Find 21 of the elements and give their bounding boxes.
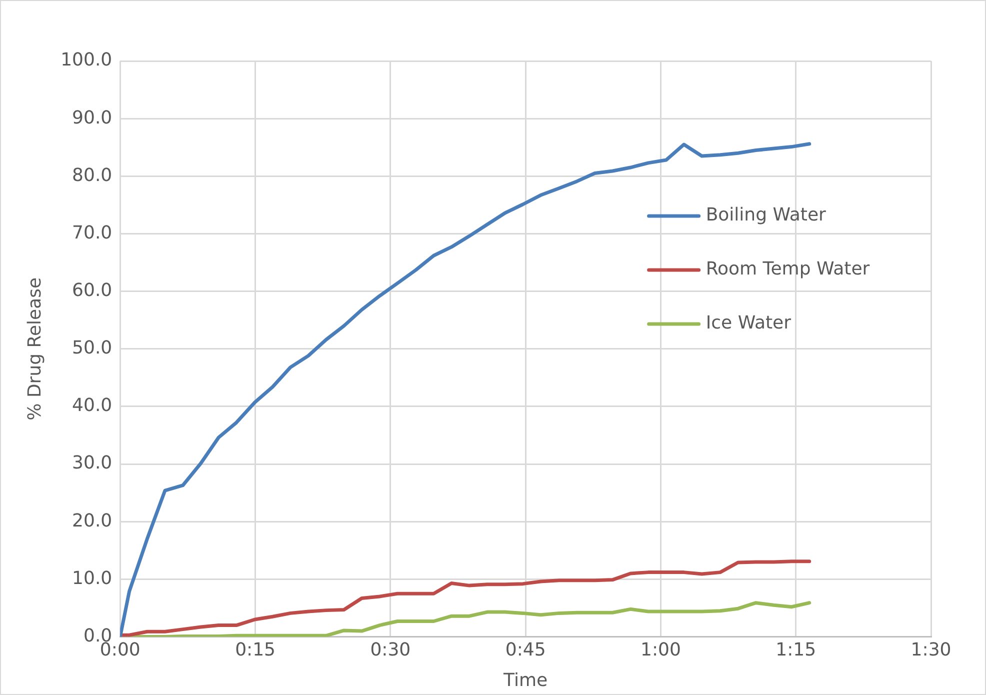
- y-tick-label: 20.0: [72, 510, 112, 532]
- legend-label: Ice Water: [706, 312, 792, 334]
- legend-label: Boiling Water: [706, 204, 827, 226]
- x-axis-title: Time: [502, 670, 548, 691]
- y-tick-label: 80.0: [72, 164, 112, 186]
- x-tick-label: 1:15: [776, 639, 816, 660]
- y-tick-label: 90.0: [72, 107, 112, 128]
- y-axis-title: % Drug Release: [24, 277, 46, 420]
- y-tick-label: 50.0: [72, 338, 112, 359]
- y-tick-label: 100.0: [60, 50, 112, 71]
- x-tick-label: 0:15: [235, 639, 276, 660]
- x-tick-label: 0:45: [505, 639, 546, 660]
- y-tick-label: 30.0: [72, 452, 112, 474]
- y-tick-label: 40.0: [72, 395, 112, 416]
- x-tick-label: 1:00: [640, 639, 681, 660]
- y-tick-label: 10.0: [72, 568, 112, 589]
- x-tick-label: 1:30: [910, 639, 952, 660]
- y-tick-label: 60.0: [72, 280, 112, 301]
- x-tick-label: 0:30: [370, 639, 411, 660]
- legend-label: Room Temp Water: [706, 258, 870, 280]
- y-tick-label: 70.0: [72, 222, 112, 244]
